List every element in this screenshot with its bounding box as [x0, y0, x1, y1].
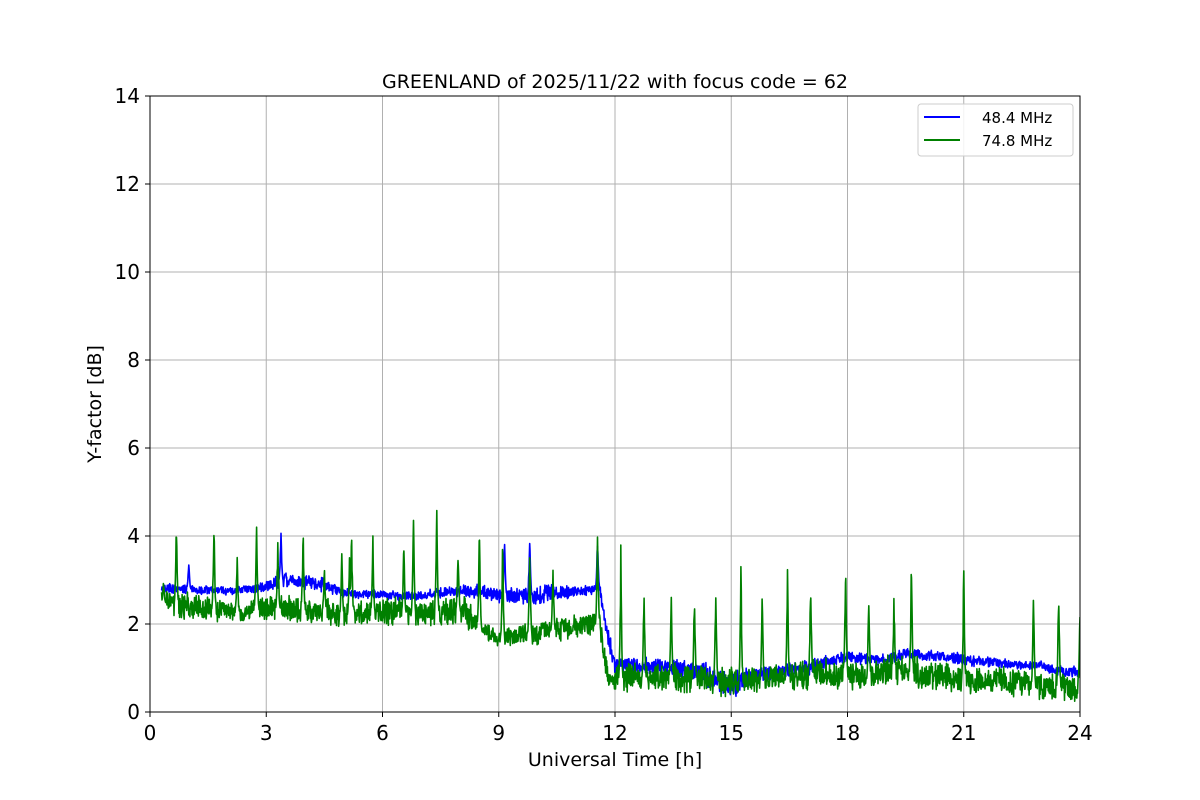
- series-line-48-4-mhz: [160, 532, 1080, 698]
- x-tick-label: 15: [719, 721, 744, 745]
- x-axis-label: Universal Time [h]: [528, 749, 702, 771]
- x-tick-label: 18: [835, 721, 860, 745]
- y-tick-label: 12: [115, 172, 140, 196]
- y-tick-label: 8: [127, 348, 140, 372]
- y-tick-label: 10: [115, 260, 140, 284]
- y-axis-ticks: 0 2 4 6 8 10 12 14: [115, 84, 150, 724]
- y-axis-label: Y-factor [dB]: [84, 345, 106, 464]
- x-tick-label: 0: [144, 721, 157, 745]
- legend: 48.4 MHz 74.8 MHz: [917, 103, 1074, 157]
- y-tick-label: 6: [127, 436, 140, 460]
- y-tick-label: 0: [127, 700, 140, 724]
- y-tick-label: 14: [115, 84, 140, 108]
- legend-label-74mhz: 74.8 MHz: [982, 132, 1052, 150]
- y-tick-label: 4: [127, 524, 140, 548]
- y-tick-label: 2: [127, 612, 140, 636]
- chart-title: GREENLAND of 2025/11/22 with focus code …: [382, 71, 848, 93]
- x-axis-ticks: 0 3 6 9 12 15 18 21 24: [144, 712, 1093, 745]
- x-tick-label: 6: [376, 721, 389, 745]
- series-line-74-8-mhz: [160, 509, 1080, 703]
- x-tick-label: 24: [1067, 721, 1092, 745]
- x-tick-label: 9: [492, 721, 505, 745]
- x-tick-label: 12: [602, 721, 627, 745]
- x-tick-label: 3: [260, 721, 273, 745]
- legend-label-48mhz: 48.4 MHz: [982, 109, 1052, 127]
- series-layer: [160, 509, 1080, 703]
- x-tick-label: 21: [951, 721, 976, 745]
